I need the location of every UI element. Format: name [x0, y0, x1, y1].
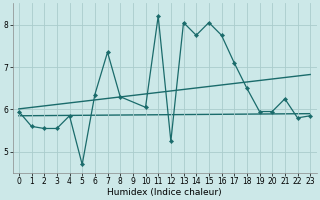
X-axis label: Humidex (Indice chaleur): Humidex (Indice chaleur) [107, 188, 222, 197]
